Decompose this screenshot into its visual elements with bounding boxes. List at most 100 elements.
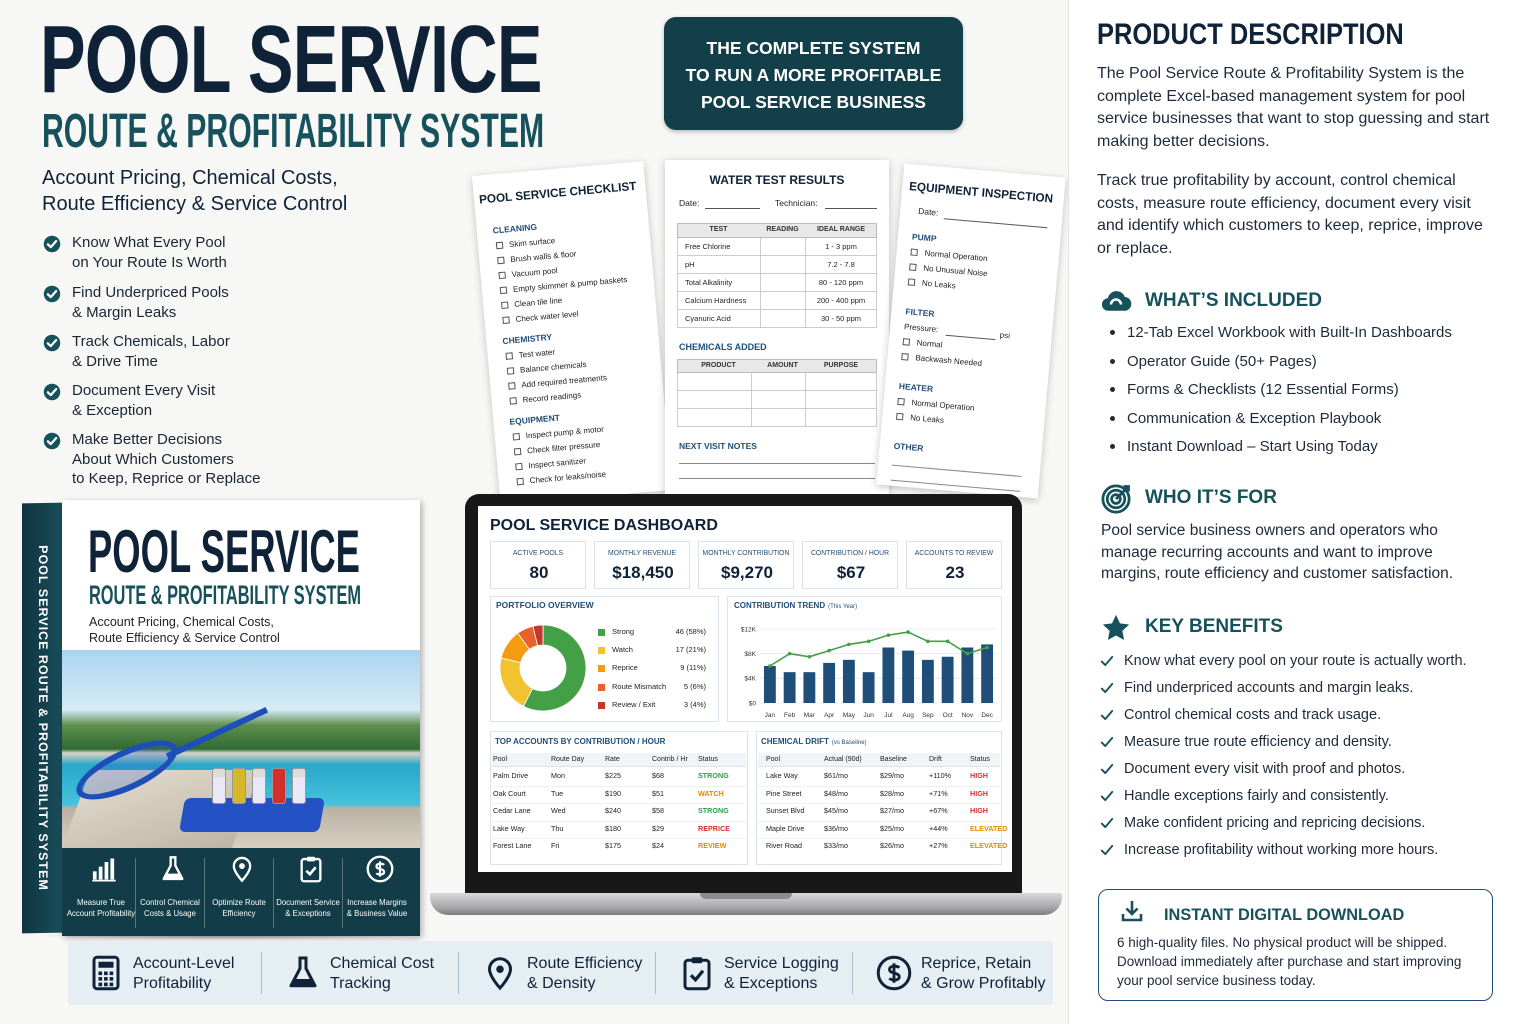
item: Check water level <box>515 309 579 324</box>
item: Clean tile line <box>513 295 563 309</box>
icon-body <box>92 955 120 991</box>
th: Contrib / Hr <box>652 756 688 763</box>
line <box>945 334 996 341</box>
x-tick-label: Oct <box>943 712 953 719</box>
cell-divider <box>760 310 761 328</box>
banner-text: TO RUN A MORE PROFITABLE <box>685 65 942 85</box>
divider <box>342 858 343 928</box>
section-title: CHEMISTRY <box>502 331 553 347</box>
td: +44% <box>929 823 948 833</box>
td: $51 <box>652 788 664 798</box>
feature-text: & Drive Time <box>72 352 158 370</box>
legend-label: Review / Exit <box>612 699 656 709</box>
feature-text: Track Chemicals, Labor <box>72 333 230 350</box>
table-head <box>677 223 877 238</box>
table-head <box>758 753 1000 767</box>
td: $24 <box>652 841 664 850</box>
checkbox <box>910 248 918 257</box>
icon-board <box>300 857 322 883</box>
td: $225 <box>605 771 621 780</box>
icon-bar <box>104 862 109 880</box>
label: psi <box>999 330 1011 341</box>
item: Vacuum pool <box>511 266 559 280</box>
td: $190 <box>605 788 621 798</box>
row <box>677 292 877 310</box>
trend-point <box>847 642 851 647</box>
th: Drift <box>929 756 942 763</box>
legend-value: 46 (58%) <box>675 627 706 636</box>
section-heading: PRODUCT DESCRIPTION <box>1097 18 1404 51</box>
box-icon-text: & Business Value <box>346 909 408 918</box>
legend-swatch <box>598 647 605 655</box>
row-line <box>758 838 1000 839</box>
bar <box>921 659 934 703</box>
x-tick-label: May <box>843 712 856 719</box>
box-icon-text: Control Chemical <box>140 898 200 907</box>
th: Status <box>970 756 990 763</box>
checkbox <box>497 256 505 265</box>
cell-divider <box>760 256 761 274</box>
th: AMOUNT <box>767 362 798 369</box>
td: HIGH <box>970 806 988 815</box>
list-item: Know what every pool on your route is ac… <box>1124 653 1467 669</box>
row-line <box>492 820 746 822</box>
checkbox <box>515 462 523 471</box>
y-tick-label: $8K <box>744 651 756 658</box>
list-item: Operator Guide (50+ Pages) <box>1127 352 1317 370</box>
td: Cyanuric Acid <box>685 314 731 323</box>
icon <box>232 856 252 883</box>
label: Technician: <box>775 198 818 208</box>
trend-point <box>965 651 970 656</box>
paper-title: POOL SERVICE CHECKLIST <box>478 178 637 207</box>
icon-tick <box>1100 655 1114 667</box>
bullet <box>1110 444 1115 449</box>
row <box>677 238 877 256</box>
icon-clip <box>691 957 703 964</box>
td: Mon <box>551 771 565 780</box>
row <box>677 409 877 427</box>
x-tick-label: Feb <box>784 712 796 719</box>
paper: POOL SERVICE CHECKLIST CLEANING Skim surfa… <box>471 161 673 505</box>
section-title: FILTER <box>905 306 935 319</box>
bullet <box>1110 415 1115 421</box>
box-icon-text: Account Profitability <box>66 909 136 918</box>
item: No Leaks <box>909 413 945 425</box>
bottom-bar-text: Tracking <box>330 975 391 992</box>
legend-label: Reprice <box>612 663 638 673</box>
kpi-card: ACTIVE POOLS 80 <box>490 541 586 589</box>
banner-text: POOL SERVICE BUSINESS <box>701 92 926 112</box>
th: Status <box>698 756 718 763</box>
divider <box>273 858 274 928</box>
divider <box>135 858 136 928</box>
icon <box>43 285 61 303</box>
icon <box>1100 709 1114 721</box>
td: 7.2 - 7.8 <box>827 260 855 269</box>
x-tick-label: Jan <box>765 712 776 719</box>
th: Route Day <box>551 756 585 763</box>
icon <box>162 856 184 881</box>
kpi-label: ACTIVE POOLS <box>512 550 564 557</box>
checkbox <box>907 278 916 286</box>
th: TEST <box>709 226 728 233</box>
audience-text: Pool service business owners and operato… <box>1101 522 1454 582</box>
section-title: OTHER <box>893 440 924 454</box>
icon <box>1101 484 1131 514</box>
legend-label: Route Mismatch <box>612 681 667 691</box>
icon-ring <box>1101 484 1131 514</box>
th: Actual (90d) <box>824 756 862 763</box>
icon-tick <box>46 289 58 299</box>
checkbox <box>495 241 504 250</box>
icon-key <box>98 971 103 976</box>
icon-tick <box>46 387 58 397</box>
icon-tick <box>46 338 58 348</box>
kpi-card: MONTHLY CONTRIBUTION $9,270 <box>698 541 794 589</box>
cell-divider <box>760 274 761 292</box>
description-text: Track true profitability by account, con… <box>1097 172 1483 258</box>
td: $61/mo <box>824 771 848 780</box>
trend-point <box>807 654 812 659</box>
icon <box>876 955 912 991</box>
icon <box>289 956 317 988</box>
bottom-bar-text: & Exceptions <box>724 975 818 992</box>
td: HIGH <box>970 788 988 798</box>
icon-liquid <box>164 873 182 879</box>
